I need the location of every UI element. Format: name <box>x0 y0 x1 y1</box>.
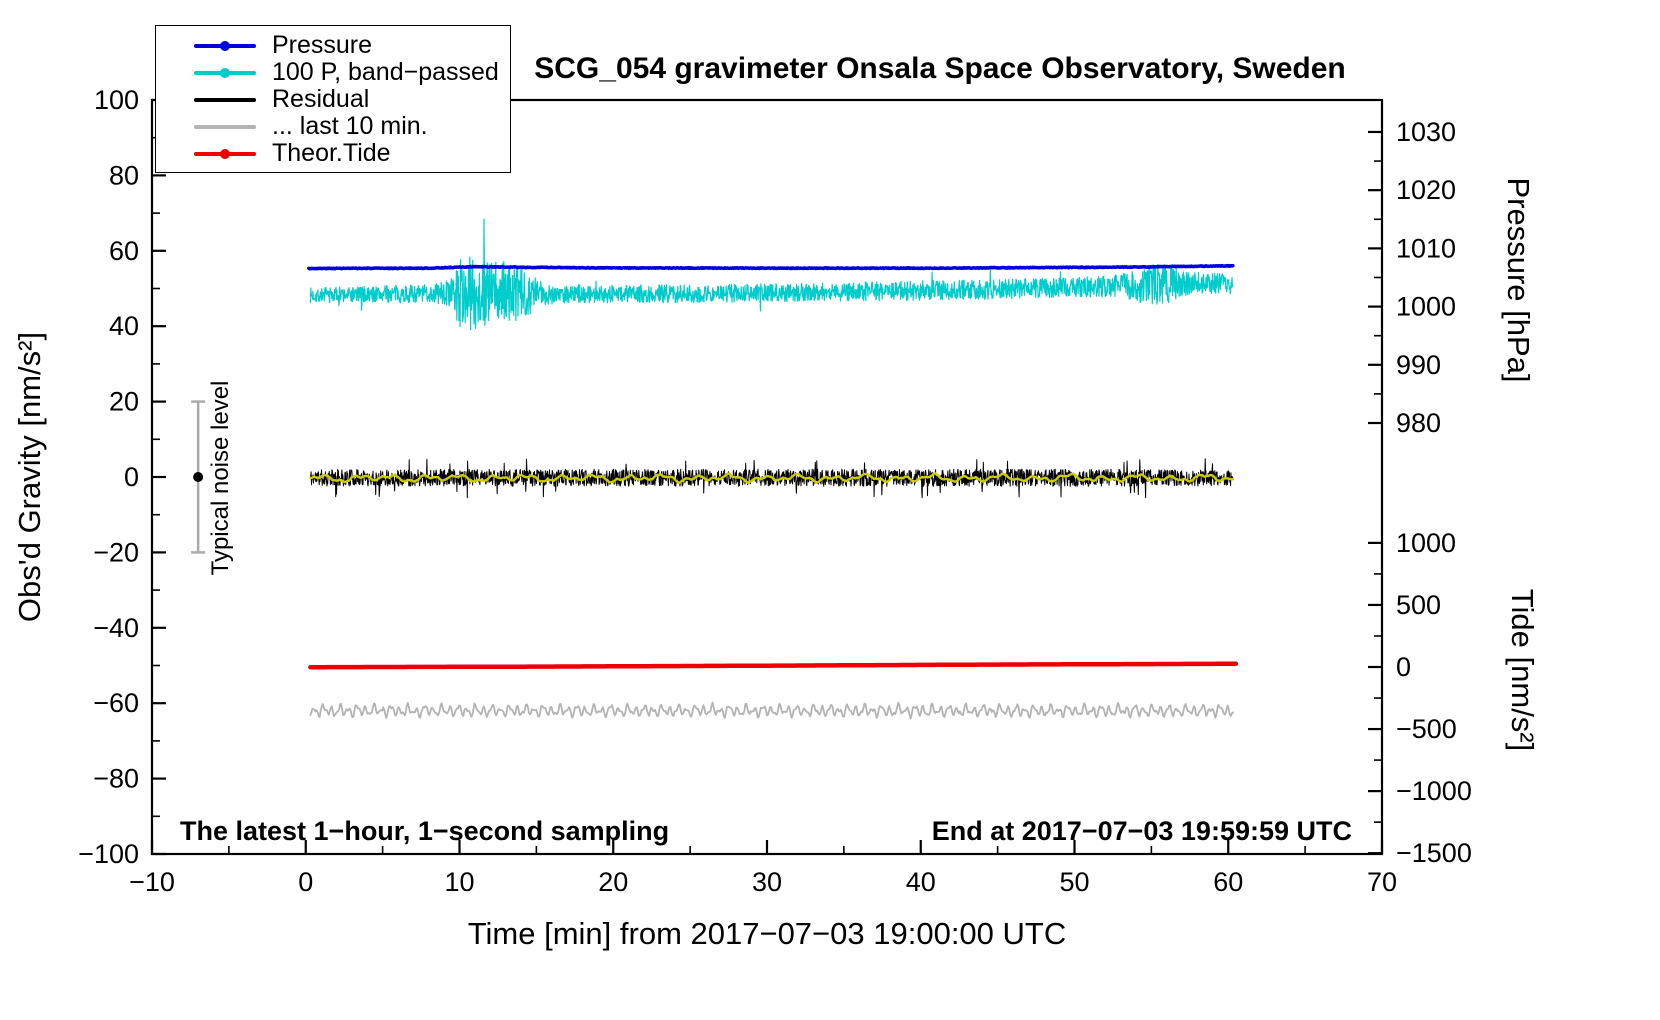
pressure-tick-label: 980 <box>1396 408 1441 438</box>
legend-label: Pressure <box>272 31 373 59</box>
y-left-tick-label: −80 <box>93 764 139 794</box>
legend-item-band-passed: 100 P, band−passed <box>156 58 510 86</box>
y-left-tick-label: 40 <box>109 311 139 341</box>
legend-label: ... last 10 min. <box>272 112 428 140</box>
y-left-tick-label: 20 <box>109 387 139 417</box>
legend-item-theor-tide: Theor.Tide <box>156 139 510 167</box>
y-left-tick-label: −100 <box>78 839 139 869</box>
legend: Pressure 100 P, band−passed Residual ...… <box>155 25 511 173</box>
tide-tick-label: −1500 <box>1396 838 1472 868</box>
x-tick-label: 20 <box>598 867 628 897</box>
x-tick-label: 70 <box>1367 867 1397 897</box>
sampling-note: The latest 1−hour, 1−second sampling <box>180 816 669 846</box>
x-tick-label: 40 <box>906 867 936 897</box>
series-last10 <box>309 701 1234 720</box>
pressure-tick-label: 1000 <box>1396 292 1456 322</box>
y-left-tick-label: 60 <box>109 236 139 266</box>
end-note: End at 2017−07−03 19:59:59 UTC <box>932 816 1352 846</box>
series-layer <box>307 218 1239 720</box>
y-axis-title-tide: Tide [nm/s²] <box>1505 589 1540 752</box>
axes-layer: −10 0 10 20 30 40 50 60 70100806040200−20−40−60−… <box>78 85 1472 897</box>
x-tick-label: 0 <box>298 867 313 897</box>
y-axis-title-gravity: Obs'd Gravity [nm/s²] <box>12 332 47 622</box>
tide-tick-label: 0 <box>1396 652 1411 682</box>
noise-bar-dot <box>193 472 204 482</box>
pressure-line-icon <box>194 40 256 51</box>
y-left-tick-label: 80 <box>109 160 139 190</box>
theor-tide-line-icon <box>194 148 256 159</box>
pressure-tick-label: 990 <box>1396 350 1441 380</box>
residual-line-icon <box>194 97 256 102</box>
y-left-tick-label: −20 <box>93 537 139 567</box>
x-tick-label: 10 <box>444 867 474 897</box>
series-pressure <box>307 263 1235 271</box>
y-left-tick-label: 100 <box>94 85 139 115</box>
y-left-tick-label: −60 <box>93 688 139 718</box>
series-theor_tide <box>308 661 1239 670</box>
pressure-tick-label: 1020 <box>1396 175 1456 205</box>
tide-tick-label: 1000 <box>1396 528 1456 558</box>
series-residual <box>309 458 1234 499</box>
tide-tick-label: 500 <box>1396 590 1441 620</box>
series-band_passed <box>309 218 1234 331</box>
band-passed-line-icon <box>194 67 256 78</box>
legend-item-pressure: Pressure <box>156 31 510 59</box>
x-tick-label: 30 <box>752 867 782 897</box>
legend-item-last-10-min: ... last 10 min. <box>156 112 510 140</box>
y-left-tick-label: 0 <box>124 462 139 492</box>
legend-label: Theor.Tide <box>272 139 391 167</box>
tide-tick-label: −1000 <box>1396 776 1472 806</box>
series-residual_mean <box>309 472 1235 484</box>
last-10-min-line-icon <box>194 124 256 129</box>
x-tick-label: 50 <box>1059 867 1089 897</box>
x-axis-title: Time [min] from 2017−07−03 19:00:00 UTC <box>468 916 1067 951</box>
noise-level-label: Typical noise level <box>207 381 234 576</box>
legend-label: Residual <box>272 85 370 113</box>
y-axis-title-pressure: Pressure [hPa] <box>1501 177 1536 382</box>
x-tick-label: 60 <box>1213 867 1243 897</box>
pressure-tick-label: 1010 <box>1396 233 1456 263</box>
legend-item-residual: Residual <box>156 85 510 113</box>
y-left-tick-label: −40 <box>93 613 139 643</box>
tide-tick-label: −500 <box>1396 714 1457 744</box>
pressure-tick-label: 1030 <box>1396 117 1456 147</box>
x-tick-label: −10 <box>129 867 175 897</box>
legend-label: 100 P, band−passed <box>272 58 499 86</box>
chart-title: SCG_054 gravimeter Onsala Space Observat… <box>534 52 1346 85</box>
